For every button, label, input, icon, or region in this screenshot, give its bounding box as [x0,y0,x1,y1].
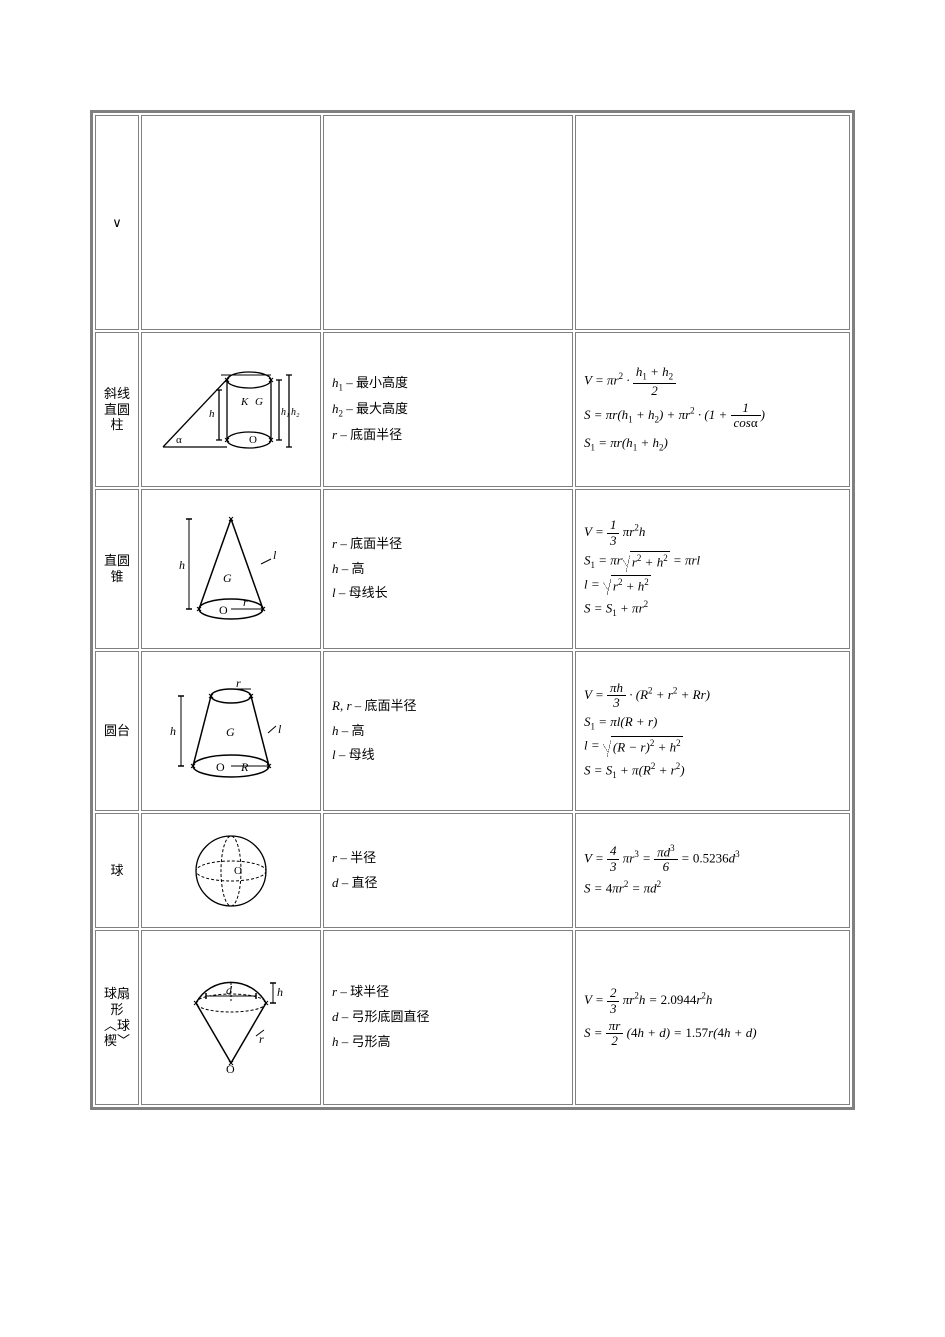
svg-text:G: G [223,571,232,585]
shape-name-cell: 斜线直圆柱 [95,332,139,487]
svg-text:α: α [176,434,182,446]
symbol-line: r – 半径 [332,846,564,871]
symbols-cell: h1 – h₁ – 最小高度最小高度 h2 – 最大高度 r – 底面半径 [323,332,573,487]
svg-text:h: h [170,724,176,738]
formula-line: S = 4πr2 = πd2 [584,878,841,898]
formula-line: l = (R − r)2 + h2 [584,736,841,757]
table-row: 球 O r – 半径 d – 直径 V = 43 πr3 = πd36 = 0.… [95,813,850,928]
formula-line: V = 43 πr3 = πd36 = 0.5236d3 [584,844,841,875]
symbol-line: h – 高 [332,557,564,582]
formula-line: S1 = πr(h1 + h2) [584,434,841,454]
shape-name-cell: 球 [95,813,139,928]
figure-cell: h G O r l [141,489,321,649]
symbol-line: h – 高 [332,719,564,744]
symbol-line: h1 – h₁ – 最小高度最小高度 [332,371,564,397]
table-row: 球扇形︿球楔﹀ [95,930,850,1105]
shape-name: 斜线直圆柱 [104,386,130,432]
shape-name-cell: 球扇形︿球楔﹀ [95,930,139,1105]
shape-name: 球扇形︿球楔﹀ [104,986,130,1048]
table-row: 直圆锥 h G [95,489,850,649]
svg-text:R: R [240,760,249,774]
symbols-cell: r – 球半径 d – 弓形底圆直径 h – 弓形高 [323,930,573,1105]
svg-text:O: O [226,1062,235,1076]
symbols-cell [323,115,573,330]
frustum-icon: h r G O R l [156,671,306,791]
figure-cell: h r G O R l [141,651,321,811]
svg-text:r: r [236,676,241,690]
formulas-cell: V = 23 πr2h = 2.0944r2h S = πr2 (4h + d)… [575,930,850,1105]
formula-line: S = S1 + πr2 [584,598,841,620]
svg-text:h₁: h₁ [281,407,289,418]
figure-cell [141,115,321,330]
formula-line: S = πr(h1 + h2) + πr2 · (1 + 1cosα) [584,401,841,431]
spherical-sector-icon: d h r O [161,958,301,1078]
svg-text:h: h [179,558,185,572]
symbols-cell: R, r – 底面半径 h – 高 l – 母线 [323,651,573,811]
svg-text:d: d [226,983,233,997]
symbol-line: r – 底面半径 [332,423,564,448]
svg-text:r: r [243,595,248,609]
symbol-line: d – 直径 [332,871,564,896]
sphere-icon: O [176,826,286,916]
formula-line: S1 = πl(R + r) [584,713,841,733]
svg-text:O: O [219,603,228,617]
svg-text:K: K [240,396,249,408]
oblique-cylinder-icon: KG O α h h₁ h₂ [151,355,311,465]
figure-cell: d h r O [141,930,321,1105]
symbol-line: r – 球半径 [332,980,564,1005]
formula-line: V = 23 πr2h = 2.0944r2h [584,986,841,1016]
formula-line: S = πr2 (4h + d) = 1.57r(4h + d) [584,1019,841,1049]
svg-text:G: G [226,725,235,739]
figure-cell: KG O α h h₁ h₂ [141,332,321,487]
formulas-cell: V = πr2 · h1 + h22 S = πr(h1 + h2) + πr2… [575,332,850,487]
symbols-cell: r – 底面半径 h – 高 l – 母线长 [323,489,573,649]
svg-text:l: l [273,548,277,562]
figure-cell: O [141,813,321,928]
svg-text:l: l [278,722,282,736]
formulas-cell [575,115,850,330]
cone-icon: h G O r l [161,504,301,634]
symbol-line: h – 弓形高 [332,1030,564,1055]
formula-line: V = πr2 · h1 + h22 [584,365,841,398]
formula-line: S = S1 + π(R2 + r2) [584,760,841,782]
svg-text:O: O [249,434,257,446]
symbols-cell: r – 半径 d – 直径 [323,813,573,928]
formulas-cell: V = πh3 · (R2 + r2 + Rr) S1 = πl(R + r) … [575,651,850,811]
shape-name: 球 [110,863,123,878]
symbol-line: r – 底面半径 [332,532,564,557]
formula-line: l = r2 + h2 [584,575,841,596]
symbol-line: l – 母线长 [332,581,564,606]
formula-line: V = πh3 · (R2 + r2 + Rr) [584,681,841,711]
formula-line: S1 = πrr2 + h2 = πrl [584,551,841,572]
table-row: 斜线直圆柱 [95,332,850,487]
svg-text:G: G [255,396,263,408]
symbol-line: l – 母线 [332,743,564,768]
formulas-cell: V = 13 πr2h S1 = πrr2 + h2 = πrl l = r2 … [575,489,850,649]
shape-name-cell: 圆台 [95,651,139,811]
svg-text:h: h [277,985,283,999]
table-row: 圆台 [95,651,850,811]
formulas-cell: V = 43 πr3 = πd36 = 0.5236d3 S = 4πr2 = … [575,813,850,928]
continuation-marker: ∨ [112,215,122,230]
svg-text:h: h [209,408,215,420]
svg-text:h₂: h₂ [291,407,300,418]
geometry-table: ∨ 斜线直圆柱 [90,110,855,1110]
symbol-line: R, r – 底面半径 [332,694,564,719]
shape-name: 直圆锥 [104,553,130,584]
formula-line: V = 13 πr2h [584,518,841,548]
symbol-line: d – 弓形底圆直径 [332,1005,564,1030]
shape-name-cell: ∨ [95,115,139,330]
shape-name-cell: 直圆锥 [95,489,139,649]
document-page: ∨ 斜线直圆柱 [0,0,945,1337]
shape-name: 圆台 [104,723,130,738]
symbol-line: h2 – 最大高度 [332,397,564,423]
svg-text:O: O [234,865,242,877]
svg-text:O: O [216,760,225,774]
table-row: ∨ [95,115,850,330]
svg-text:r: r [259,1032,264,1046]
